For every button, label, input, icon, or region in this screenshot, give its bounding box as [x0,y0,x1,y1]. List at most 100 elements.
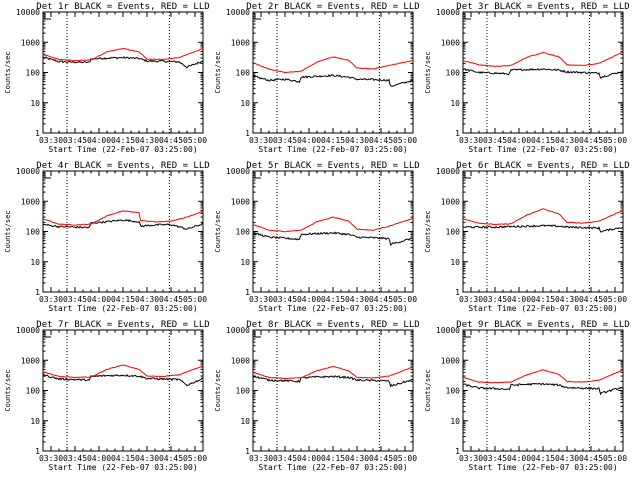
x-tick-label: 03:30 [459,454,483,463]
x-tick-label: 04:15 [111,295,135,304]
x-tick-label: 03:45 [273,454,297,463]
x-tick-label: 04:15 [321,454,345,463]
y-tick-label: 10000 [226,167,250,176]
panel-title: Det 1r BLACK = Events, RED = LLD [36,2,209,12]
y-tick-label: 1 [245,288,250,297]
y-tick-label: 1000 [441,356,460,365]
y-tick-label: 100 [236,387,251,396]
y-tick-label: 10 [240,258,250,267]
x-axis-label: Start Time (22-Feb-07 03:25:00) [468,304,617,313]
corner-mark [464,172,471,179]
corner-mark [254,331,261,338]
panel-det-8: Det 8r BLACK = Events, RED = LLD 1 10 100 10… [214,320,420,472]
x-tick-label: 04:15 [321,136,345,145]
x-tick-label: 04:15 [531,295,555,304]
y-tick-label: 10000 [436,167,460,176]
x-tick-label: 04:00 [297,454,321,463]
x-tick-label: 03:45 [483,295,507,304]
y-tick-label: 10 [450,417,460,426]
series-events-line [462,224,624,233]
x-tick-label: 03:45 [483,136,507,145]
x-tick-label: 04:45 [579,295,603,304]
x-tick-label: 04:00 [507,295,531,304]
series-lld-line [42,210,204,226]
y-tick-label: 10000 [436,8,460,17]
y-axis-label: Counts/sec [214,51,222,93]
x-tick-label: 05:00 [183,136,207,145]
series-lld-line [252,216,413,233]
y-tick-label: 1 [35,288,40,297]
panel-det-1: Det 1r BLACK = Events, RED = LLD 1 10 100 10… [4,2,210,154]
x-tick-label: 04:00 [507,136,531,145]
y-tick-label: 10 [30,258,40,267]
x-tick-label: 04:00 [87,454,111,463]
y-tick-label: 10 [240,417,250,426]
x-tick-label: 03:45 [483,454,507,463]
corner-mark [464,13,471,20]
corner-mark [44,172,51,179]
x-tick-label: 04:15 [321,295,345,304]
y-tick-label: 1000 [441,38,460,47]
y-tick-label: 1 [455,129,460,138]
y-tick-label: 1 [35,129,40,138]
series-lld-line [252,56,414,74]
panel-det-2: Det 2r BLACK = Events, RED = LLD 1 10 100 10… [214,2,420,154]
x-tick-label: 03:30 [249,295,273,304]
x-tick-label: 04:45 [579,136,603,145]
series-lld-line [252,365,414,380]
series-lld-line [42,47,204,62]
x-tick-label: 04:30 [555,295,579,304]
x-tick-label: 05:00 [603,295,627,304]
y-axis-label: Counts/sec [424,51,432,93]
x-tick-label: 04:30 [345,136,369,145]
x-tick-label: 04:15 [111,454,135,463]
x-axis-label: Start Time (22-Feb-07 03:25:00) [468,463,617,472]
x-tick-label: 03:45 [63,454,87,463]
y-tick-label: 1000 [21,38,40,47]
x-tick-label: 04:45 [579,454,603,463]
y-tick-label: 1 [35,447,40,456]
series-lld-line [42,364,204,379]
series-lld-line [463,208,624,226]
x-tick-label: 04:00 [507,454,531,463]
x-tick-label: 04:00 [297,136,321,145]
panel-title: Det 6r BLACK = Events, RED = LLD [456,161,629,171]
panel-det-7: Det 7r BLACK = Events, RED = LLD 1 10 100 10… [4,320,210,472]
y-tick-label: 10 [240,99,250,108]
y-tick-label: 1000 [231,197,250,206]
y-tick-label: 100 [26,387,41,396]
x-tick-label: 05:00 [183,295,207,304]
series-events-line [42,218,204,230]
x-tick-label: 04:00 [297,295,321,304]
x-tick-label: 04:00 [87,295,111,304]
series-lld-line [462,51,624,68]
series-events-line [252,231,414,246]
x-tick-label: 03:45 [63,295,87,304]
y-axis-label: Counts/sec [4,51,12,93]
series-events-line [42,373,204,387]
x-tick-label: 04:30 [135,295,159,304]
panel-det-6: Det 6r BLACK = Events, RED = LLD 1 10 100 10… [424,161,630,313]
panel-title: Det 9r BLACK = Events, RED = LLD [456,320,629,330]
y-tick-label: 1000 [231,356,250,365]
y-tick-label: 100 [446,387,461,396]
y-tick-label: 1 [245,129,250,138]
y-tick-label: 10 [30,417,40,426]
x-tick-label: 03:30 [39,136,63,145]
y-axis-label: Counts/sec [424,369,432,411]
x-tick-label: 03:30 [249,136,273,145]
x-tick-label: 05:00 [183,454,207,463]
panel-title: Det 5r BLACK = Events, RED = LLD [246,161,419,171]
corner-mark [254,172,261,179]
series-events-line [252,74,414,87]
x-axis-label: Start Time (22-Feb-07 03:25:00) [48,463,197,472]
panel-title: Det 4r BLACK = Events, RED = LLD [36,161,209,171]
x-tick-label: 04:30 [555,454,579,463]
y-tick-label: 1000 [441,197,460,206]
panel-title: Det 7r BLACK = Events, RED = LLD [36,320,209,330]
x-tick-label: 03:30 [39,295,63,304]
x-tick-label: 03:45 [63,136,87,145]
series-events-line [252,375,414,388]
x-tick-label: 05:00 [393,454,417,463]
